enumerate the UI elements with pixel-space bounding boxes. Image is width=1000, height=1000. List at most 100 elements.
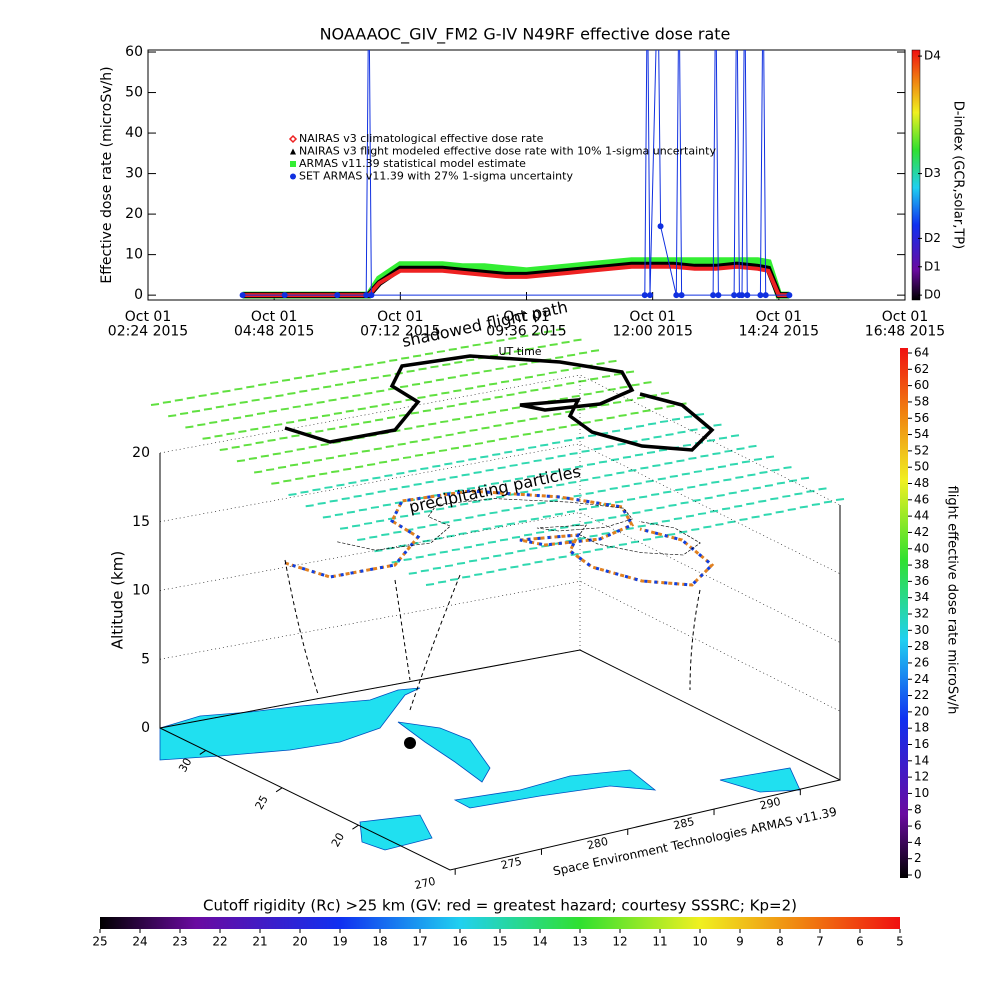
particle-dash [366, 463, 376, 467]
ground-track [337, 498, 701, 556]
particle-dash [462, 444, 472, 448]
particle-dash [585, 491, 594, 495]
particle-dash [413, 482, 422, 486]
particle-dash [632, 511, 641, 515]
particle-dash [671, 417, 681, 421]
y-tick-label: 30 [125, 166, 143, 182]
particle-dash [263, 396, 272, 400]
particle-dash [578, 507, 588, 511]
particle-dash [562, 467, 572, 471]
particle-dash [500, 380, 510, 384]
particle-dash [661, 519, 670, 523]
particle-dash [630, 540, 640, 544]
colorbar [900, 348, 908, 878]
particle-dash [341, 497, 350, 501]
particle-dash [653, 435, 662, 439]
particle-dash [480, 556, 490, 560]
particle-dash [490, 482, 500, 486]
particle-dash [454, 360, 463, 364]
particle-dash [434, 406, 443, 410]
particle-dash [570, 423, 579, 427]
particle-dash [528, 445, 537, 449]
particle-dash [570, 553, 579, 556]
colorbar-tick-label: 32 [914, 607, 929, 621]
particle-dash [787, 508, 796, 511]
particle-dash [284, 450, 293, 454]
particle-dash [474, 573, 483, 576]
particle-dash [496, 339, 505, 343]
particle-dash [393, 400, 402, 404]
shadow-flight-path [284, 354, 715, 452]
particle-dash [474, 442, 484, 446]
particle-dash [353, 494, 362, 498]
particle-dash [452, 417, 461, 421]
particle-dash [438, 449, 448, 453]
particle-dash [601, 403, 610, 407]
particle-dash [747, 473, 756, 477]
colorbar-tick-label: 12 [612, 935, 627, 949]
particle-dash [557, 454, 566, 458]
particle-dash [351, 524, 361, 528]
particle-dash [511, 406, 521, 410]
particle-dash [272, 452, 281, 456]
particle-dash [715, 523, 724, 526]
particle-dash [530, 388, 539, 392]
particle-dash [666, 404, 675, 408]
particle-dash [340, 396, 349, 400]
plot-area [239, 50, 793, 299]
colorbar-tick-label: 9 [736, 935, 744, 949]
particle-dash [736, 447, 745, 451]
particle-dash [457, 431, 466, 435]
particle-dash [456, 460, 465, 464]
colorbar-tick-label: 2 [914, 851, 922, 865]
colorbar-tick-label: 6 [914, 819, 922, 833]
particle-dash [446, 404, 455, 408]
particle-dash [605, 444, 614, 448]
x-tick-label: 280 [586, 835, 609, 852]
grid-line [159, 580, 841, 712]
particle-dash [305, 504, 314, 508]
particle-dash [788, 479, 798, 483]
particle-dash [386, 416, 396, 420]
colorbar-tick-label: 46 [914, 492, 929, 506]
particle-dash [360, 478, 369, 482]
colorbar-tick-label: 13 [572, 935, 587, 949]
colorbar-tick-label: 4 [914, 835, 922, 849]
particle-dash [609, 487, 618, 491]
particle-dash [505, 421, 514, 425]
colorbar-tick-label: 14 [914, 753, 929, 767]
grid-line [159, 649, 841, 781]
particle-dash [444, 462, 453, 466]
particle-dash [222, 389, 231, 393]
colorbar-tick-label: D3 [924, 166, 941, 180]
z-tick-label: 15 [132, 514, 150, 530]
particle-dash [613, 372, 623, 376]
particle-dash [541, 414, 550, 418]
particle-dash [370, 505, 380, 509]
particle-dash [470, 529, 479, 533]
particle-dash [553, 412, 562, 416]
particle-dash [640, 466, 649, 470]
particle-dash [251, 398, 260, 402]
particle-dash [336, 483, 345, 487]
particle-dash [370, 376, 379, 380]
particle-dash [364, 391, 373, 395]
particle-dash [339, 526, 349, 530]
particle-dash [348, 481, 357, 485]
particle-dash [365, 363, 374, 367]
particle-dash [709, 509, 719, 513]
particle-dash [256, 412, 266, 416]
particle-dash [799, 505, 808, 509]
particle-dash [481, 426, 490, 430]
particle-dash [598, 460, 608, 464]
particle-dash [590, 349, 600, 353]
particle-dash [358, 508, 368, 512]
particle-dash [574, 465, 584, 469]
particle-dash [258, 383, 267, 387]
x-tick-label: Oct 01 16:48 2015 [865, 309, 945, 340]
particle-dash [751, 515, 760, 519]
particle-dash [623, 427, 633, 431]
particle-dash [794, 492, 803, 496]
particle-dash [538, 472, 548, 476]
